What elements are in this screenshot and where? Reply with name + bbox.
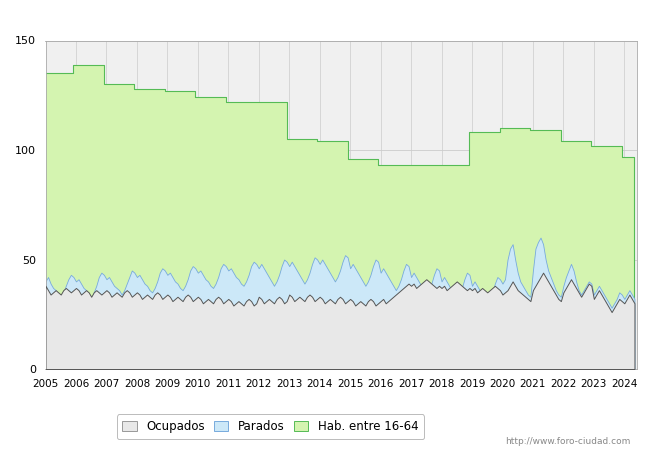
- Text: Villalcázar de Sirga - Evolucion de la poblacion en edad de Trabajar Mayo de 202: Villalcázar de Sirga - Evolucion de la p…: [51, 10, 599, 23]
- Text: http://www.foro-ciudad.com: http://www.foro-ciudad.com: [505, 436, 630, 446]
- Legend: Ocupados, Parados, Hab. entre 16-64: Ocupados, Parados, Hab. entre 16-64: [116, 414, 424, 439]
